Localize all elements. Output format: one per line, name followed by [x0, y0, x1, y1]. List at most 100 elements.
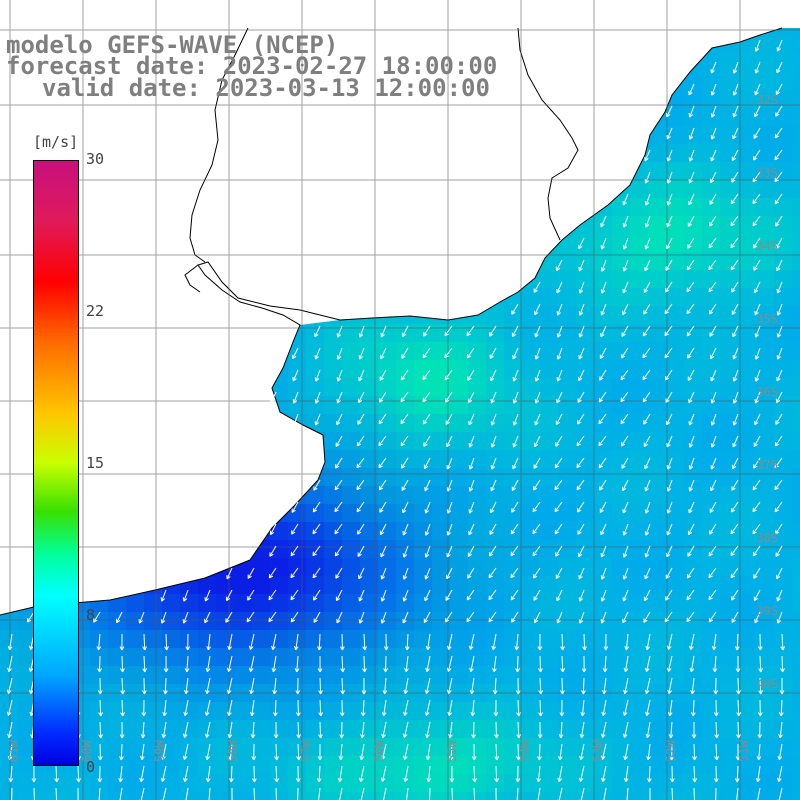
ocean-cell: [486, 162, 504, 180]
ocean-cell: [180, 324, 198, 342]
ocean-cell: [216, 180, 234, 198]
ocean-cell: [108, 306, 126, 324]
ocean-cell: [468, 324, 486, 342]
ocean-cell: [540, 756, 558, 774]
ocean-cell: [684, 468, 702, 486]
ocean-cell: [486, 306, 504, 324]
ocean-cell: [450, 702, 468, 720]
ocean-cell: [630, 738, 648, 756]
wind-arrow: [247, 567, 255, 579]
wind-arrow: [754, 369, 761, 382]
wind-arrow: [601, 699, 607, 717]
ocean-cell: [666, 612, 684, 630]
ocean-cell: [198, 774, 216, 792]
wind-arrow: [250, 721, 256, 739]
wind-arrow: [356, 479, 365, 491]
wind-arrow: [339, 721, 344, 739]
ocean-cell: [720, 540, 738, 558]
ocean-cell: [378, 360, 396, 378]
wind-arrow: [317, 787, 321, 800]
wind-arrow: [381, 699, 387, 717]
ocean-cell: [648, 666, 666, 684]
ocean-cell: [396, 342, 414, 360]
wind-arrow: [467, 545, 475, 558]
ocean-cell: [738, 486, 756, 504]
wind-arrow: [185, 633, 191, 651]
ocean-cell: [432, 648, 450, 666]
ocean-cell: [396, 774, 414, 792]
ocean-cell: [270, 774, 288, 792]
wind-arrow: [317, 633, 322, 651]
wind-arrow: [489, 347, 497, 359]
wind-arrow: [290, 545, 299, 557]
wind-arrow: [536, 787, 541, 800]
ocean-cell: [198, 270, 216, 288]
wind-arrow: [736, 677, 741, 695]
wind-arrow: [775, 413, 783, 425]
ocean-cell: [378, 720, 396, 738]
ocean-cell: [288, 360, 306, 378]
ocean-cell: [774, 612, 792, 630]
ocean-cell: [126, 702, 144, 720]
ocean-cell: [0, 774, 18, 792]
wind-arrow: [710, 479, 717, 492]
ocean-cell: [486, 648, 504, 666]
ocean-cell: [522, 234, 540, 252]
ocean-cell: [648, 540, 666, 558]
ocean-cell: [108, 738, 126, 756]
ocean-cell: [216, 468, 234, 486]
wind-arrow: [712, 655, 718, 673]
ocean-cell: [216, 144, 234, 162]
wind-arrow: [271, 655, 277, 673]
wind-arrow: [246, 611, 255, 623]
ocean-cell: [360, 432, 378, 450]
ocean-cell: [144, 540, 162, 558]
ocean-cell: [378, 648, 396, 666]
wind-arrow: [732, 347, 739, 360]
ocean-cell: [396, 270, 414, 288]
wind-arrow: [468, 633, 475, 650]
ocean-cell: [360, 468, 378, 486]
ocean-cell: [630, 756, 648, 774]
wind-arrow: [401, 347, 409, 359]
ocean-cell: [396, 360, 414, 378]
ocean-cell: [450, 28, 468, 36]
ocean-cell: [270, 144, 288, 162]
ocean-cell: [18, 756, 36, 774]
wind-arrow: [335, 589, 343, 602]
ocean-cell: [432, 540, 450, 558]
ocean-cell: [558, 486, 576, 504]
wind-arrow: [6, 677, 13, 694]
ocean-cell: [414, 630, 432, 648]
wind-arrow: [425, 743, 431, 761]
ocean-cell: [612, 432, 630, 450]
wind-arrow: [731, 479, 739, 491]
ocean-cell: [612, 648, 630, 666]
ocean-cell: [324, 360, 342, 378]
wind-arrow: [312, 567, 321, 579]
ocean-cell: [792, 702, 800, 720]
ocean-cell: [234, 576, 252, 594]
wind-arrow: [206, 633, 212, 651]
ocean-cell: [522, 576, 540, 594]
wind-arrow: [776, 567, 783, 580]
ocean-cell: [738, 288, 756, 306]
ocean-cell: [234, 270, 252, 288]
ocean-cell: [342, 522, 360, 540]
ocean-cell: [108, 540, 126, 558]
ocean-cell: [18, 720, 36, 738]
ocean-cell: [162, 756, 180, 774]
wind-arrow: [291, 523, 299, 535]
ocean-cell: [702, 414, 720, 432]
ocean-cell: [666, 666, 684, 684]
ocean-cell: [0, 0, 18, 18]
ocean-cell: [306, 792, 324, 800]
ocean-cell: [288, 774, 306, 792]
ocean-cell: [288, 468, 306, 486]
wind-arrow: [313, 479, 321, 491]
wind-arrow: [777, 765, 783, 782]
ocean-cell: [666, 720, 684, 738]
wind-arrow: [752, 149, 761, 161]
ocean-cell: [306, 648, 324, 666]
ocean-cell: [684, 126, 702, 144]
